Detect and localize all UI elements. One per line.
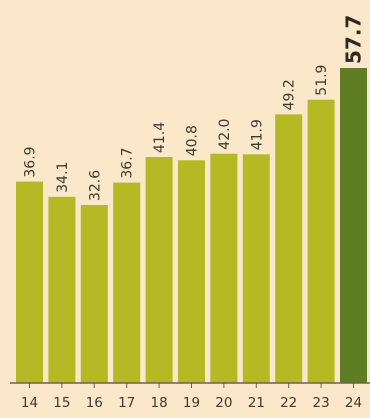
- x-tick-label-16: 16: [86, 395, 103, 411]
- x-tick-label-20: 20: [215, 395, 232, 411]
- bar-15: [48, 196, 76, 383]
- bar-20: [210, 153, 238, 383]
- x-tick-label-24: 24: [345, 395, 362, 411]
- x-tick-label-14: 14: [21, 395, 38, 411]
- value-label-18: 41.4: [152, 122, 168, 153]
- value-label-19: 40.8: [185, 125, 201, 156]
- value-label-14: 36.9: [23, 146, 39, 177]
- x-tick-label-23: 23: [313, 395, 330, 411]
- value-label-20: 42.0: [217, 119, 233, 150]
- x-tick-label-17: 17: [118, 395, 135, 411]
- bar-23: [307, 99, 335, 383]
- bar-19: [178, 160, 205, 383]
- bar-17: [113, 182, 141, 383]
- x-tick-label-18: 18: [151, 395, 168, 411]
- bar-24: [340, 68, 367, 383]
- value-label-23: 51.9: [314, 65, 330, 96]
- bar-21: [242, 154, 270, 383]
- x-tick-label-15: 15: [53, 395, 70, 411]
- bars-group: [16, 68, 367, 384]
- value-label-17: 36.7: [120, 147, 136, 178]
- x-tick-label-22: 22: [280, 395, 297, 411]
- value-label-22: 49.2: [282, 79, 298, 110]
- bar-16: [80, 205, 108, 383]
- value-label-16: 32.6: [87, 170, 103, 201]
- value-labels-group: 36.9 34.1 32.6 36.7 41.4 40.8 42.0 41.9 49.2 51.9…: [23, 15, 366, 201]
- bar-14: [16, 181, 43, 383]
- value-label-24: 57.7: [342, 15, 366, 64]
- value-label-21: 41.9: [249, 119, 265, 150]
- x-axis-tick-labels: 14 15 16 17 18 19 20 21 22 23 24: [21, 395, 362, 411]
- bar-22: [275, 114, 303, 384]
- x-tick-label-21: 21: [248, 395, 265, 411]
- x-tick-label-19: 19: [183, 395, 200, 411]
- x-axis-ticks: [29, 383, 354, 388]
- value-label-15: 34.1: [55, 162, 71, 193]
- bar-18: [145, 157, 173, 383]
